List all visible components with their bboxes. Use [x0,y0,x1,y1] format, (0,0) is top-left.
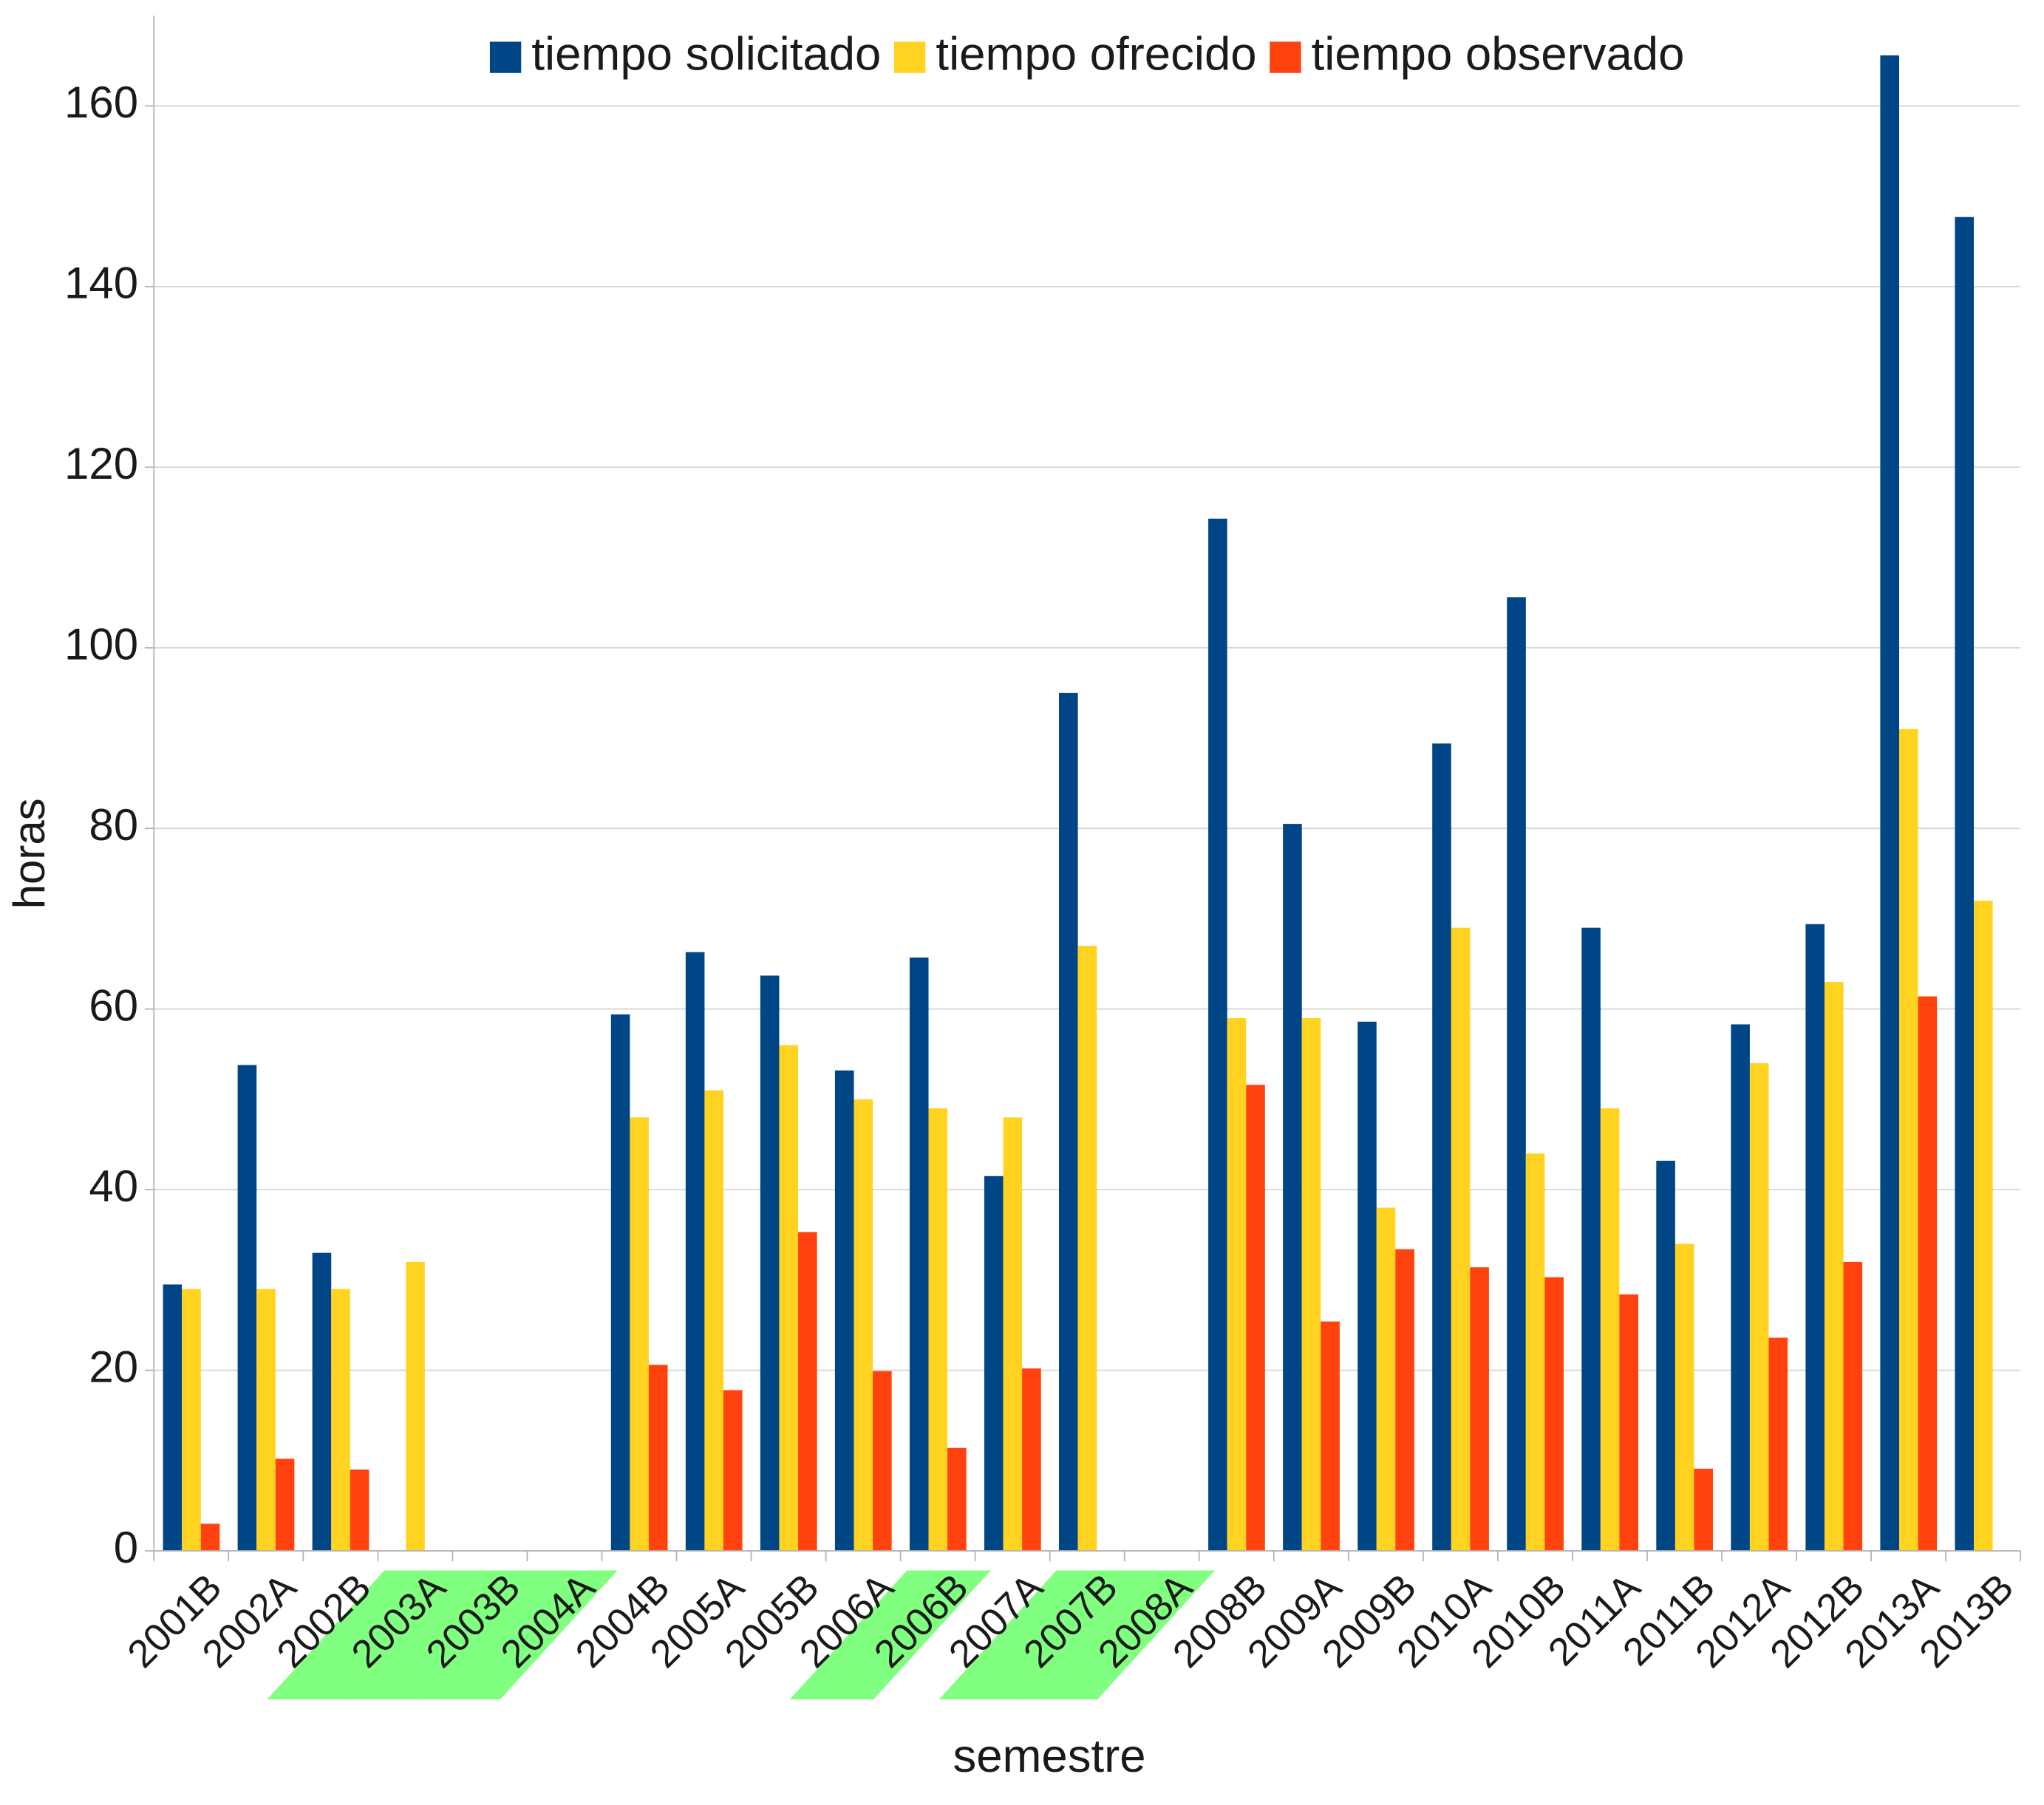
bar [1898,729,1918,1552]
bar [1768,1337,1788,1552]
legend-swatch [893,41,926,73]
legend-label: tiempo solicitado [531,28,881,80]
bar [406,1261,425,1552]
bar [648,1365,668,1552]
category-highlight [341,1570,543,1700]
bar [1600,1108,1620,1552]
bar [1544,1277,1564,1552]
bar [1675,1243,1694,1552]
bar [909,958,929,1552]
bar [1432,743,1451,1552]
bar [1022,1368,1041,1552]
category-highlight [1013,1570,1215,1700]
legend-swatch [489,41,522,73]
bar [798,1232,817,1552]
category-highlight [789,1570,991,1700]
bar [610,1014,630,1552]
bar [1974,900,1993,1552]
bar [1077,946,1097,1552]
bar [1824,982,1844,1552]
bar [1376,1207,1396,1552]
bar [947,1447,967,1552]
bar [928,1108,948,1552]
bar [984,1176,1004,1552]
bar [1805,924,1825,1552]
bar [1955,216,1975,1552]
bar [1731,1024,1750,1552]
bar [256,1289,276,1552]
bar [1656,1161,1675,1552]
bar [1749,1063,1769,1552]
bar [1246,1085,1265,1552]
bar [723,1390,743,1552]
bar [275,1458,295,1552]
bar [1470,1267,1489,1552]
bar [312,1252,332,1552]
bar [1395,1249,1414,1552]
bar [1321,1321,1340,1552]
bar [350,1470,369,1552]
y-tick-label: 100 [64,620,138,669]
bar [760,975,780,1552]
bar [779,1045,799,1552]
bar [331,1289,350,1552]
bar [630,1117,649,1552]
y-axis-title: horas [4,798,54,909]
y-tick-label: 80 [89,800,138,850]
bar [200,1523,220,1552]
bar [1507,597,1526,1552]
bar [1918,996,1938,1552]
bar [1525,1153,1545,1552]
bar [1619,1294,1639,1552]
bar [1283,824,1302,1552]
bar [1227,1017,1247,1552]
legend-label: tiempo observado [1312,28,1685,80]
bar [854,1099,873,1552]
bar [1208,518,1227,1552]
y-tick-label: 160 [64,78,138,127]
bar [1003,1117,1023,1552]
legend-swatch [1270,41,1301,73]
bar [1694,1468,1714,1552]
category-highlight [416,1570,618,1700]
legend-label: tiempo ofrecido [936,28,1256,80]
bar [1880,55,1899,1552]
y-tick-label: 20 [89,1342,138,1391]
category-highlight [938,1570,1140,1700]
legend: tiempo solicitado tiempo ofrecido tiempo o… [489,28,1685,80]
bar [163,1284,183,1552]
category-highlight [267,1570,469,1700]
y-tick-label: 40 [89,1161,138,1211]
bar [1843,1261,1863,1552]
y-tick-label: 60 [89,981,138,1031]
y-tick-label: 140 [64,259,138,308]
bar [237,1065,257,1552]
bar [1059,692,1078,1552]
bar [1581,927,1601,1552]
bar [685,952,705,1552]
bar [182,1289,201,1552]
bar [1301,1017,1321,1552]
bar [873,1371,892,1552]
x-axis-title: semestre [953,1730,1145,1782]
bar [704,1090,723,1552]
bar [1357,1021,1377,1552]
bar [834,1070,854,1552]
bar [1451,927,1471,1552]
y-tick-label: 120 [64,439,138,488]
y-tick-label: 0 [114,1523,138,1572]
